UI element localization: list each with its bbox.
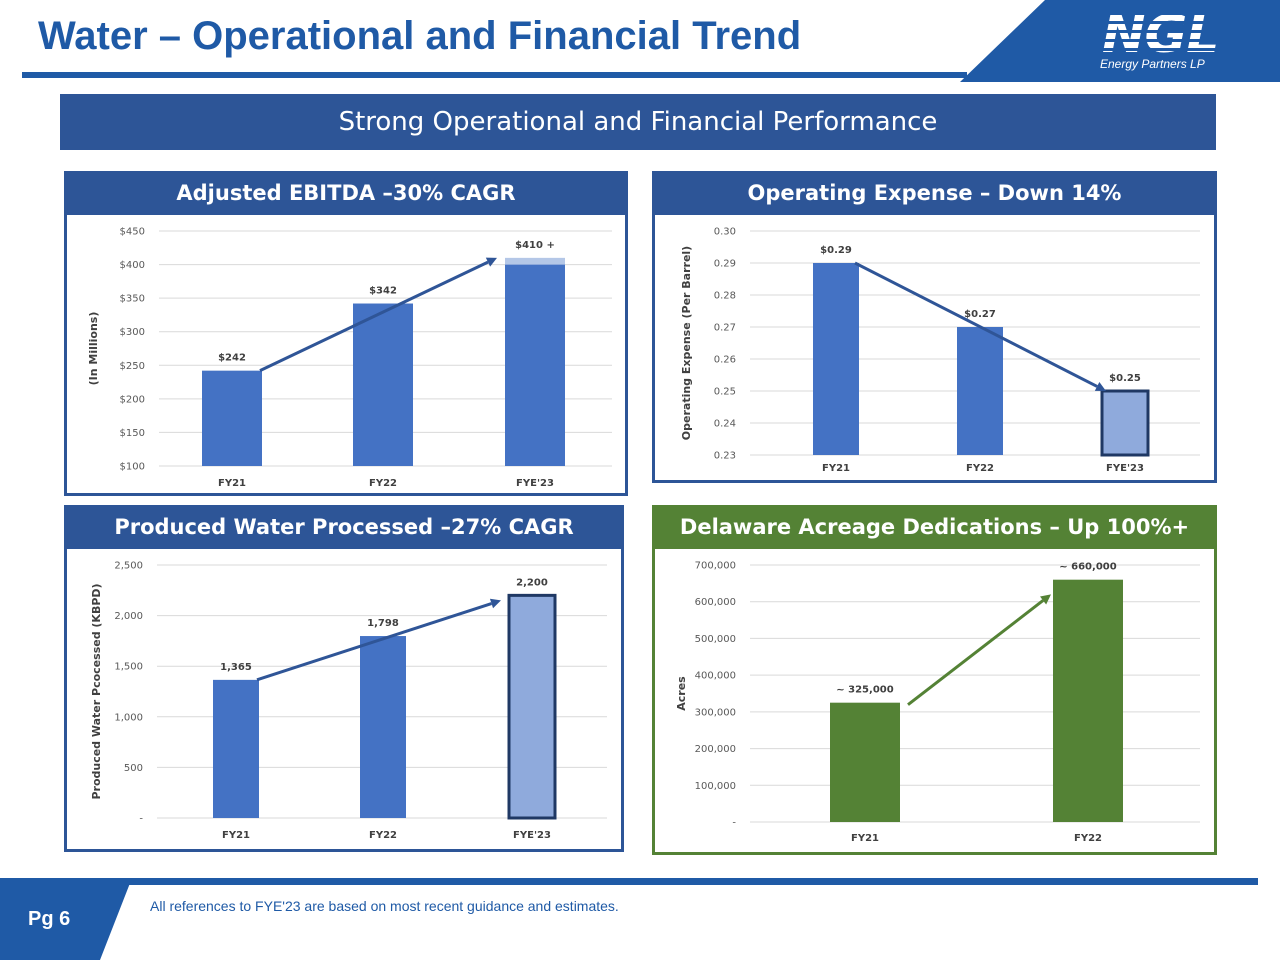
water-panel: Produced Water Processed –27% CAGR - 500 1…	[64, 505, 624, 852]
data-label: ~ 660,000	[1059, 562, 1116, 573]
x-tick-label: FYE'23	[516, 478, 554, 489]
x-tick-label: FYE'23	[513, 830, 551, 841]
x-tick-label: FY22	[966, 463, 994, 474]
data-label: $242	[218, 353, 246, 364]
header-rule	[22, 72, 967, 78]
y-tick-label: 0.28	[714, 291, 736, 302]
y-tick-label: $400	[120, 260, 145, 271]
trend-arrow-head	[1094, 382, 1106, 391]
acreage-panel: Delaware Acreage Dedications – Up 100%+ …	[652, 505, 1217, 855]
data-label: 1,798	[367, 618, 399, 629]
page-title: Water – Operational and Financial Trend	[38, 14, 802, 58]
bar-stack-top	[505, 257, 565, 265]
y-tick-label: $300	[120, 327, 145, 338]
logo-subtitle: Energy Partners LP	[1100, 57, 1205, 71]
trend-arrow-line	[256, 602, 492, 682]
y-tick-label: 0.23	[714, 451, 736, 462]
x-tick-label: FY21	[822, 463, 850, 474]
data-label: $342	[369, 286, 397, 297]
y-tick-label: $200	[120, 394, 145, 405]
data-label: ~ 325,000	[836, 685, 893, 696]
bar-fy22	[1053, 579, 1123, 822]
y-axis-title: Produced Water Pcocessed (KBPD)	[90, 583, 103, 799]
bar-fy21	[213, 679, 259, 818]
x-tick-label: FYE'23	[1106, 463, 1144, 474]
ebitda-chart: $100 $150 $200 $250 $300 $350 $400 $450 (In Mill…	[87, 227, 612, 489]
y-tick-label: 300,000	[695, 707, 736, 718]
opex-chart: 0.23 0.24 0.25 0.26 0.27 0.28 0.29 0.30 Operatin…	[680, 227, 1200, 474]
trend-arrow-head	[1040, 594, 1051, 605]
y-tick-label: -	[139, 814, 143, 825]
y-tick-label: 2,000	[114, 611, 143, 622]
trend-arrow-line	[907, 599, 1044, 706]
opex-panel-title: Operating Expense – Down 14%	[652, 171, 1217, 215]
x-tick-label: FY21	[218, 478, 246, 489]
acreage-panel-title: Delaware Acreage Dedications – Up 100%+	[652, 505, 1217, 549]
data-label: 1,365	[220, 662, 252, 673]
page-number: Pg 6	[28, 908, 71, 930]
y-tick-label: 600,000	[695, 597, 736, 608]
y-tick-label: 0.25	[714, 387, 736, 398]
water-panel-title: Produced Water Processed –27% CAGR	[64, 505, 624, 549]
ebitda-panel: Adjusted EBITDA –30% CAGR $100 $150 $200 $2…	[64, 171, 628, 496]
bar-fy22	[360, 636, 406, 818]
bar-fy21	[202, 370, 262, 466]
y-tick-label: 0.30	[714, 227, 736, 238]
section-banner: Strong Operational and Financial Perform…	[60, 94, 1216, 150]
y-tick-label: 1,000	[114, 712, 143, 723]
ebitda-panel-title: Adjusted EBITDA –30% CAGR	[64, 171, 628, 215]
y-tick-label: 2,500	[114, 561, 143, 572]
x-tick-label: FY22	[1074, 833, 1102, 844]
y-tick-label: 0.27	[714, 323, 736, 334]
y-tick-label: $350	[120, 294, 145, 305]
bar-fye23	[1100, 389, 1150, 457]
y-tick-label: $100	[120, 462, 145, 473]
y-axis-title: Operating Expense (Per Barrel)	[680, 246, 693, 440]
ngl-logo-icon: NGL	[1100, 4, 1230, 56]
bar-fye23	[507, 593, 557, 820]
y-tick-label: 0.26	[714, 355, 736, 366]
data-label: $410 +	[515, 240, 555, 251]
y-axis-title: (In Millions)	[87, 312, 100, 386]
banner-text: Strong Operational and Financial Perform…	[338, 107, 938, 137]
y-tick-label: $250	[120, 361, 145, 372]
bar-fy21	[830, 702, 900, 822]
y-tick-label: 400,000	[695, 671, 736, 682]
opex-panel: Operating Expense – Down 14% 0.23 0.24 0.2…	[652, 171, 1217, 483]
y-tick-label: 700,000	[695, 561, 736, 572]
bar-fy21	[813, 263, 859, 455]
y-tick-label: 1,500	[114, 662, 143, 673]
footnote: All references to FYE'23 are based on mo…	[150, 898, 619, 914]
data-label: 2,200	[516, 577, 548, 588]
y-tick-label: 500	[124, 763, 143, 774]
y-tick-label: 0.29	[714, 259, 736, 270]
y-tick-label: 0.24	[714, 419, 736, 430]
x-tick-label: FY21	[851, 833, 879, 844]
trend-arrow-line	[259, 260, 489, 373]
y-tick-label: 200,000	[695, 744, 736, 755]
y-axis-title: Acres	[675, 676, 688, 711]
trend-arrow-head	[489, 598, 501, 609]
y-tick-label: -	[732, 818, 736, 829]
y-tick-label: $450	[120, 227, 145, 238]
svg-text:NGL: NGL	[1102, 5, 1218, 56]
bar-fy22	[353, 303, 413, 466]
trend-arrow-head	[485, 257, 497, 267]
footer-rule	[120, 878, 1258, 885]
y-tick-label: 500,000	[695, 634, 736, 645]
x-tick-label: FY21	[222, 830, 250, 841]
data-label: $0.29	[820, 245, 852, 256]
data-label: $0.27	[964, 309, 996, 320]
y-tick-label: $150	[120, 428, 145, 439]
water-chart: - 500 1,000 1,500 2,000 2,500 Produced Water P…	[90, 561, 607, 841]
y-tick-label: 100,000	[695, 781, 736, 792]
data-label: $0.25	[1109, 373, 1141, 384]
x-tick-label: FY22	[369, 478, 397, 489]
trend-arrow-line	[854, 261, 1098, 388]
bar-fy22	[957, 327, 1003, 455]
acreage-chart: - 100,000 200,000 300,000 400,000 500,000 600,…	[675, 561, 1200, 844]
x-tick-label: FY22	[369, 830, 397, 841]
bar-fye23	[505, 264, 565, 466]
